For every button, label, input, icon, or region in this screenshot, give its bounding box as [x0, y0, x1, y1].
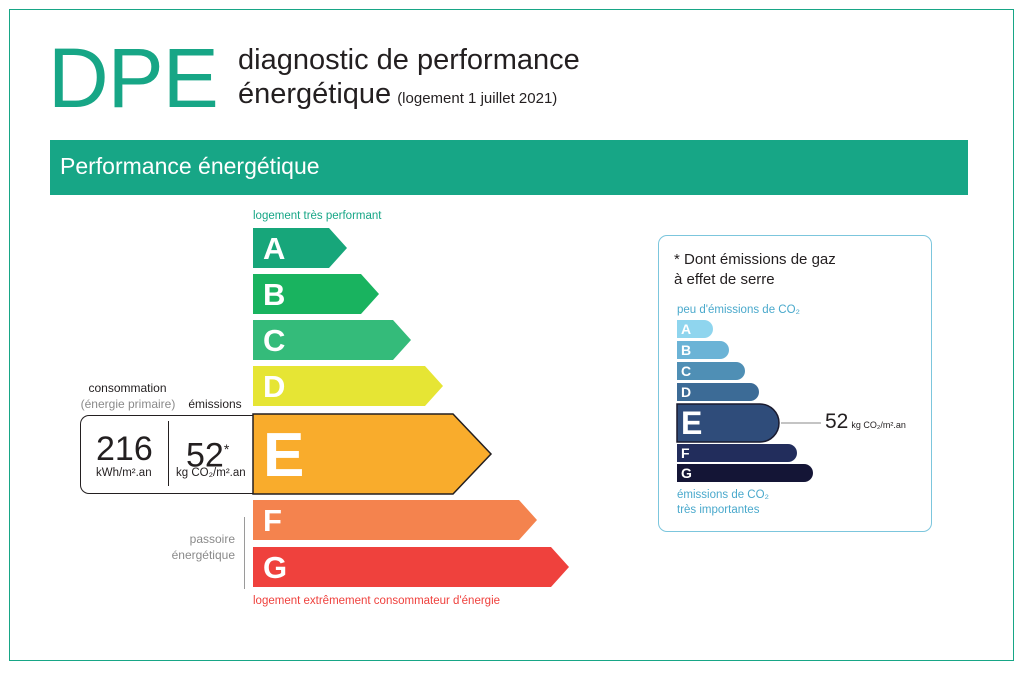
energy-class-a-arrow	[253, 228, 347, 268]
co2-bottom-label-line2: très importantes	[677, 504, 760, 516]
energy-class-d-arrow	[253, 366, 443, 406]
co2-class-f-label: F	[681, 445, 690, 461]
page-title-word: énergétique	[238, 78, 392, 110]
co2-value-number: 52	[825, 410, 849, 433]
co2-card: * Dont émissions de gaz à effet de serre	[658, 235, 932, 532]
co2-class-c-label: C	[681, 363, 691, 379]
energy-class-c-arrow	[253, 320, 411, 360]
section-title: Performance énergétique	[60, 153, 320, 179]
values-box	[80, 415, 254, 494]
co2-heading-line2: à effet de serre	[674, 271, 775, 288]
energy-class-f-label: F	[263, 503, 282, 538]
energy-class-a-label: A	[263, 231, 285, 266]
energy-class-b-label: B	[263, 277, 285, 312]
section-band: Performance énergétique	[50, 140, 968, 195]
energy-class-e-label: E	[263, 421, 304, 490]
emissions-value: 52*	[186, 430, 229, 474]
page-frame	[9, 9, 1014, 661]
co2-class-f-bar	[677, 444, 797, 462]
co2-heading: * Dont émissions de gaz à effet de serre	[674, 250, 924, 290]
page-title-note: (logement 1 juillet 2021)	[397, 90, 558, 107]
energy-class-g-arrow	[253, 547, 569, 587]
emissions-label: émissions	[188, 397, 242, 411]
values-divider	[168, 421, 169, 486]
passoire-divider	[244, 517, 245, 589]
emissions-star: *	[223, 441, 230, 457]
co2-class-e-label: E	[681, 405, 702, 441]
co2-class-b-bar	[677, 341, 729, 359]
energy-class-f-arrow	[253, 500, 537, 540]
emissions-number: 52	[186, 436, 224, 475]
co2-class-g-bar	[677, 464, 813, 482]
emissions-unit: kg CO₂/m².an	[176, 467, 246, 479]
co2-class-c-bar	[677, 362, 745, 380]
energy-class-e-arrow	[252, 413, 493, 495]
energy-class-c-label: C	[263, 323, 285, 358]
page-title-line1: diagnostic de performance	[238, 44, 580, 76]
page-title-line2: énergétique (logement 1 juillet 2021)	[238, 77, 557, 116]
co2-class-e-bar	[676, 403, 780, 443]
consumption-sublabel: (énergie primaire)	[80, 397, 176, 411]
passoire-label-line1: passoire	[189, 532, 235, 546]
co2-class-b-label: B	[681, 342, 691, 358]
energy-class-b-arrow	[253, 274, 379, 314]
energy-bottom-label: logement extrêmement consommateur d'éner…	[253, 595, 501, 607]
co2-value-unit: kg CO₂/m².an	[851, 420, 906, 430]
co2-class-g-label: G	[681, 465, 692, 481]
energy-class-d-label: D	[263, 369, 285, 404]
consumption-label: consommation	[88, 381, 167, 395]
co2-top-label: peu d'émissions de CO₂	[677, 304, 800, 316]
co2-bottom-label-line1: émissions de CO₂	[677, 489, 770, 501]
co2-class-a-label: A	[681, 321, 691, 337]
energy-class-g-label: G	[263, 550, 287, 585]
dpe-logo: DPE	[48, 31, 219, 125]
co2-class-d-bar	[677, 383, 759, 401]
co2-heading-line1: * Dont émissions de gaz	[674, 251, 836, 268]
co2-class-a-bar	[677, 320, 713, 338]
co2-class-d-label: D	[681, 384, 691, 400]
passoire-label-line2: énergétique	[171, 548, 235, 562]
energy-top-label: logement très performant	[253, 210, 382, 222]
consumption-value: 216	[96, 430, 153, 468]
co2-value: 52 kg CO₂/m².an	[825, 410, 906, 434]
consumption-unit: kWh/m².an	[96, 467, 152, 479]
